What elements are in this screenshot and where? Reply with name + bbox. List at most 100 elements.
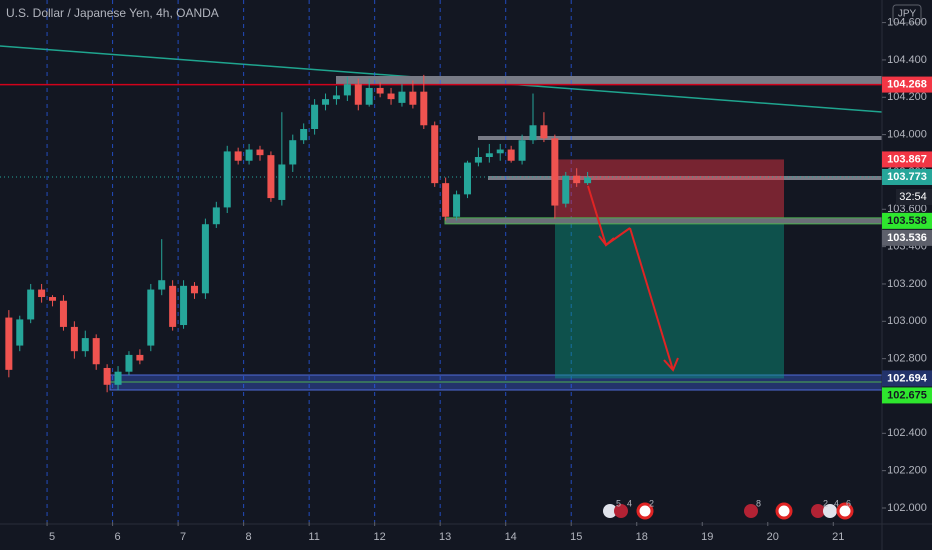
event-icon <box>744 504 758 518</box>
candle-body <box>518 140 526 161</box>
y-tick-label: 104.000 <box>887 129 927 141</box>
candle-body <box>365 87 373 105</box>
candle-body <box>322 99 330 105</box>
x-tick-label: 15 <box>570 531 582 543</box>
events: 5 4 2 8 2 4 6 <box>603 498 854 520</box>
chart-title: U.S. Dollar / Japanese Yen, 4h, OANDA <box>6 6 219 20</box>
candle-body <box>507 149 515 161</box>
candle-body <box>49 297 57 301</box>
candle-body <box>212 207 220 225</box>
y-tick-label: 104.600 <box>887 16 927 28</box>
candle-body <box>278 164 286 200</box>
candle-body <box>125 354 133 372</box>
level-zone <box>444 217 883 225</box>
y-tick-label: 102.800 <box>887 353 927 365</box>
currency: JPY <box>898 9 917 20</box>
price-label-bg <box>882 212 932 229</box>
y-tick-label: 104.200 <box>887 91 927 103</box>
candle-body <box>180 285 188 326</box>
candle-body <box>332 95 340 100</box>
countdown: 32:54 <box>899 191 927 203</box>
candle-body <box>420 91 428 126</box>
price-label-bg <box>882 151 932 168</box>
event-count: 4 <box>834 498 839 508</box>
x-tick-label: 21 <box>832 531 844 543</box>
price-label: 103.867 <box>887 153 927 165</box>
price-label: 103.536 <box>887 232 927 244</box>
x-tick-label: 18 <box>636 531 648 543</box>
x-tick-label: 13 <box>439 531 451 543</box>
price-label-bg <box>882 168 932 185</box>
event-icon <box>614 504 628 518</box>
drawings <box>0 0 883 522</box>
candle-body <box>5 317 13 370</box>
event-icon <box>603 504 617 518</box>
event-count: 8 <box>756 498 761 508</box>
candle-body <box>311 104 319 130</box>
projection-arrows <box>587 185 679 372</box>
candle-body <box>343 84 351 96</box>
candle-body <box>289 140 297 165</box>
candle-body <box>431 125 439 184</box>
plot-area <box>5 74 592 393</box>
candle-body <box>245 149 253 161</box>
event-count: 4 <box>627 498 632 508</box>
event-icon <box>836 502 854 520</box>
x-tick-label: 7 <box>180 531 186 543</box>
event-icon <box>811 504 825 518</box>
y-tick-label: 102.000 <box>887 502 927 514</box>
candle-body <box>562 175 570 204</box>
resistance-zone <box>336 76 882 84</box>
price-label: 104.268 <box>887 78 927 90</box>
candle-body <box>92 338 100 365</box>
arrowhead <box>663 357 679 372</box>
y-tick-label: 102.400 <box>887 427 927 439</box>
x-tick-label: 14 <box>505 531 517 543</box>
candle-body <box>169 285 177 327</box>
candle-body <box>136 354 144 361</box>
event-count: 2 <box>823 498 828 508</box>
candle-body <box>147 289 155 346</box>
candle-body <box>474 157 482 163</box>
price-label-bg <box>882 370 932 387</box>
price-label-bg <box>882 387 932 404</box>
x-tick-label: 8 <box>246 531 252 543</box>
candle-body <box>16 319 24 346</box>
candle-body <box>223 151 231 208</box>
candle-body <box>158 280 166 290</box>
candle-body <box>190 285 198 294</box>
candle-body <box>551 138 559 206</box>
candle-body <box>485 153 493 158</box>
candle-body <box>573 175 581 184</box>
price-label: 102.694 <box>887 372 928 384</box>
arrowhead <box>598 235 615 247</box>
candle-body <box>529 125 537 141</box>
event-icon <box>775 502 793 520</box>
level-line <box>488 176 882 180</box>
candle-body <box>376 87 384 94</box>
candle-body <box>442 183 450 217</box>
y-tick-label: 104.400 <box>887 54 927 66</box>
x-tick-label: 5 <box>49 531 55 543</box>
candle-body <box>59 300 67 327</box>
candle-body <box>27 289 35 320</box>
price-label: 103.773 <box>887 171 927 183</box>
candle-body <box>496 149 504 154</box>
currency-badge <box>892 4 922 24</box>
candle-body <box>114 371 122 385</box>
take-profit-box <box>555 220 784 379</box>
candle-body <box>354 84 362 105</box>
price-label: 103.538 <box>887 215 927 227</box>
candle-body <box>463 162 471 195</box>
candle-body <box>300 129 308 141</box>
candle-body <box>256 149 264 156</box>
arrow <box>629 227 674 371</box>
event-icon <box>823 504 837 518</box>
candle-body <box>398 91 406 103</box>
price-label-bg <box>882 76 932 93</box>
candle-body <box>409 91 417 105</box>
x-tick-label: 20 <box>767 531 779 543</box>
x-tick-label: 11 <box>308 531 319 543</box>
x-tick-label: 12 <box>374 531 386 543</box>
